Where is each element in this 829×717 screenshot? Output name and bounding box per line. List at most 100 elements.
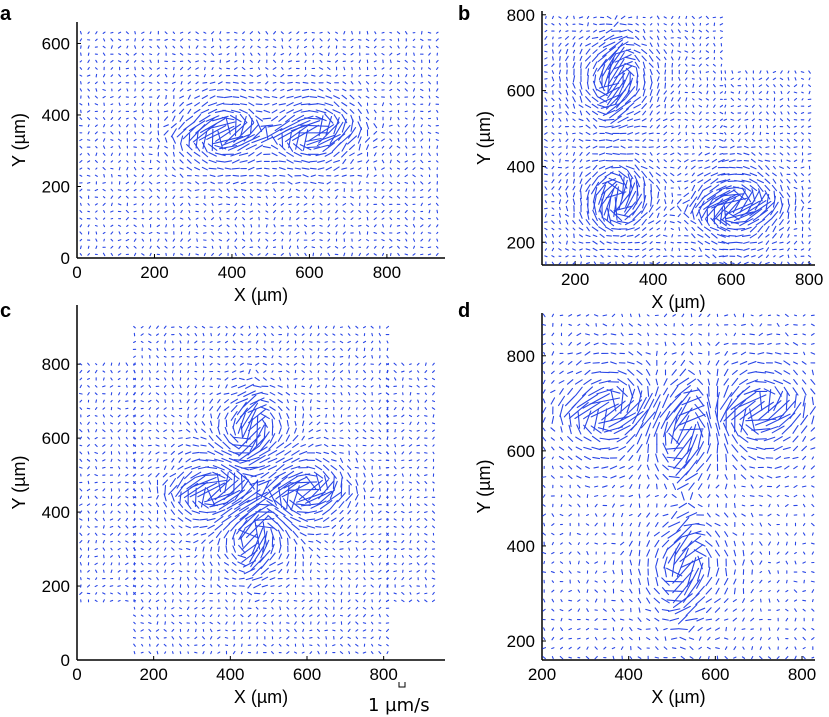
velocity-arrow bbox=[87, 124, 90, 128]
velocity-arrow bbox=[149, 117, 153, 120]
velocity-arrow bbox=[779, 166, 784, 169]
velocity-arrow bbox=[579, 95, 583, 103]
velocity-arrow bbox=[79, 145, 83, 149]
velocity-arrow bbox=[117, 407, 121, 410]
velocity-arrow bbox=[598, 217, 606, 227]
velocity-arrow bbox=[366, 30, 369, 35]
velocity-arrow bbox=[218, 252, 222, 256]
velocity-arrow bbox=[334, 38, 339, 42]
velocity-arrow bbox=[350, 81, 354, 85]
velocity-arrow bbox=[677, 97, 681, 102]
velocity-arrow bbox=[294, 628, 297, 633]
velocity-arrow bbox=[676, 198, 682, 205]
velocity-arrow bbox=[363, 591, 366, 596]
velocity-arrow bbox=[263, 332, 267, 337]
velocity-arrow bbox=[141, 145, 144, 149]
velocity-arrow bbox=[705, 159, 710, 162]
velocity-arrow bbox=[565, 152, 568, 156]
velocity-arrow bbox=[684, 139, 688, 142]
velocity-arrow bbox=[87, 554, 90, 559]
velocity-arrow bbox=[343, 30, 346, 35]
velocity-arrow bbox=[340, 591, 343, 596]
vector-field bbox=[542, 313, 816, 660]
velocity-arrow bbox=[385, 599, 390, 603]
velocity-arrow bbox=[187, 406, 190, 411]
velocity-arrow bbox=[260, 399, 269, 403]
velocity-arrow bbox=[171, 384, 175, 389]
velocity-arrow bbox=[808, 179, 811, 183]
velocity-arrow bbox=[347, 135, 358, 145]
vector-field bbox=[79, 30, 440, 257]
velocity-arrow bbox=[365, 81, 370, 85]
velocity-arrow bbox=[156, 340, 159, 344]
velocity-arrow bbox=[787, 226, 790, 232]
velocity-arrow bbox=[363, 451, 366, 455]
velocity-arrow bbox=[558, 220, 561, 225]
velocity-arrow bbox=[381, 167, 385, 170]
velocity-arrow bbox=[412, 74, 416, 78]
velocity-arrow bbox=[141, 532, 144, 536]
velocity-arrow bbox=[610, 219, 622, 225]
velocity-arrow bbox=[280, 53, 285, 56]
x-tick-label: 400 bbox=[216, 665, 244, 684]
velocity-arrow bbox=[404, 167, 408, 171]
velocity-arrow bbox=[79, 384, 83, 389]
velocity-arrow bbox=[256, 167, 263, 170]
velocity-arrow bbox=[262, 362, 268, 366]
velocity-arrow bbox=[254, 518, 261, 550]
velocity-arrow bbox=[603, 57, 615, 87]
velocity-arrow bbox=[324, 333, 328, 336]
velocity-arrow bbox=[149, 74, 153, 78]
velocity-arrow bbox=[125, 585, 129, 588]
velocity-arrow bbox=[365, 95, 370, 99]
panel-c-label: c bbox=[0, 300, 11, 322]
velocity-arrow bbox=[86, 110, 91, 113]
velocity-arrow bbox=[573, 165, 575, 170]
velocity-arrow bbox=[125, 362, 129, 366]
velocity-arrow bbox=[677, 159, 682, 163]
velocity-arrow bbox=[79, 591, 83, 595]
velocity-arrow bbox=[542, 398, 546, 404]
velocity-arrow bbox=[593, 124, 597, 129]
velocity-arrow bbox=[164, 67, 168, 70]
velocity-arrow bbox=[256, 415, 259, 447]
velocity-arrow bbox=[170, 492, 175, 502]
velocity-arrow bbox=[317, 650, 320, 655]
velocity-arrow bbox=[385, 362, 390, 366]
velocity-arrow bbox=[296, 209, 300, 214]
velocity-arrow bbox=[580, 62, 582, 69]
velocity-arrow bbox=[373, 160, 378, 163]
velocity-arrow bbox=[240, 348, 244, 351]
velocity-arrow bbox=[699, 139, 702, 142]
velocity-arrow bbox=[79, 217, 83, 220]
velocity-arrow bbox=[233, 537, 236, 546]
velocity-arrow bbox=[621, 261, 625, 265]
velocity-arrow bbox=[324, 341, 328, 343]
velocity-arrow bbox=[118, 444, 121, 447]
velocity-arrow bbox=[306, 146, 320, 149]
velocity-arrow bbox=[184, 517, 192, 522]
velocity-arrow bbox=[719, 152, 724, 155]
velocity-arrow bbox=[355, 518, 359, 521]
velocity-arrow bbox=[168, 484, 178, 495]
velocity-arrow bbox=[424, 540, 428, 544]
velocity-arrow bbox=[613, 61, 633, 70]
velocity-arrow bbox=[544, 173, 548, 176]
velocity-arrow bbox=[286, 614, 289, 618]
velocity-arrow bbox=[308, 392, 313, 395]
velocity-arrow bbox=[760, 201, 775, 216]
velocity-arrow bbox=[683, 192, 690, 198]
velocity-arrow bbox=[389, 246, 393, 249]
velocity-arrow bbox=[250, 38, 253, 42]
velocity-arrow bbox=[249, 465, 265, 471]
velocity-arrow bbox=[417, 370, 420, 373]
velocity-arrow bbox=[261, 584, 269, 588]
velocity-arrow bbox=[179, 151, 185, 157]
velocity-arrow bbox=[209, 406, 214, 411]
velocity-arrow bbox=[203, 492, 234, 503]
velocity-arrow bbox=[634, 54, 640, 63]
velocity-arrow bbox=[689, 196, 698, 207]
velocity-arrow bbox=[605, 139, 613, 142]
velocity-arrow bbox=[678, 16, 681, 19]
velocity-arrow bbox=[271, 96, 278, 99]
